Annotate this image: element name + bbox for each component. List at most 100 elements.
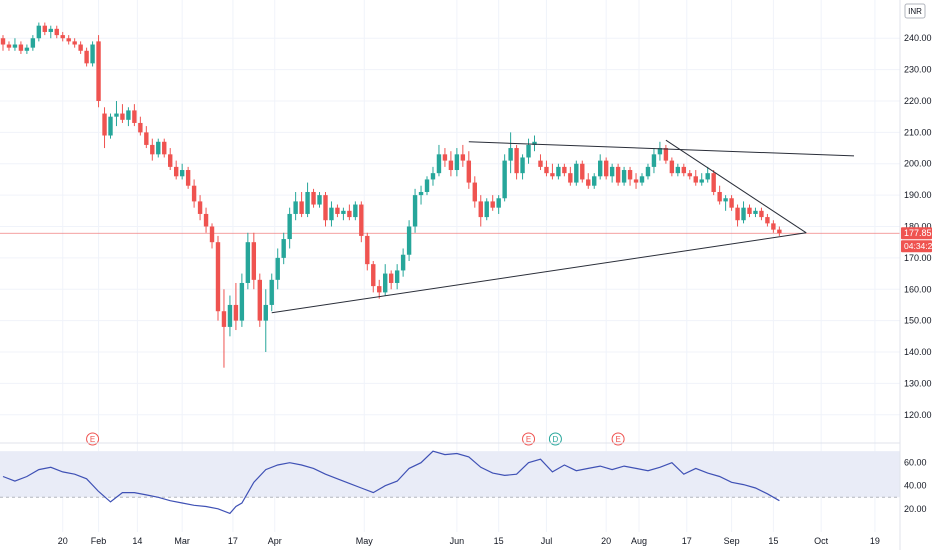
candle-body [293, 201, 298, 214]
candle-down [627, 166, 633, 186]
candle-body [460, 154, 466, 161]
candle-down [120, 104, 125, 123]
time-tick-label: Aug [631, 536, 647, 546]
candle-down [311, 188, 316, 208]
price-axis[interactable]: 240.00 230.00 220.00 210.00 200.00 190.00 180.… [904, 33, 932, 420]
earnings-letter: E [90, 435, 95, 444]
earnings-circle [611, 432, 625, 446]
candle-up [657, 141, 663, 161]
candle-body [42, 25, 48, 32]
candle-down [72, 38, 77, 48]
earnings-circle [86, 432, 100, 446]
candle-body [639, 176, 645, 183]
candle-body [203, 213, 209, 227]
candle-body [102, 113, 107, 136]
candle-body [114, 113, 119, 117]
candle-body [574, 163, 579, 183]
time-axis[interactable]: 20 Feb 14 Mar 17 Apr May Jun 15 Jul 20 Aug 17 Sep 15 Oc… [58, 536, 880, 546]
candle-body [96, 41, 101, 101]
candle-down [478, 195, 483, 227]
dividend-circle [548, 432, 562, 446]
candle-up [424, 176, 430, 196]
candle-body [245, 242, 251, 283]
candles [0, 22, 782, 368]
candle-body [705, 173, 710, 180]
candle-body [759, 210, 764, 218]
candle-down [377, 279, 382, 299]
candle-up [621, 166, 627, 186]
price-tick-label: 130.00 [904, 378, 932, 388]
candle-down [96, 35, 101, 108]
candle-body [60, 35, 65, 39]
candle-body [233, 304, 239, 321]
candle-body [717, 191, 722, 202]
candle-down [371, 261, 376, 293]
trendline-lower-support [271, 232, 807, 314]
candle-down [323, 191, 328, 227]
candle-body [394, 270, 400, 283]
candle-down [78, 41, 83, 54]
candle-down [144, 126, 149, 149]
candle-body [0, 38, 6, 45]
candle-up [496, 195, 501, 214]
candle-body [78, 44, 83, 51]
candle-body [502, 160, 507, 199]
candle-body [598, 160, 603, 177]
candle-down [562, 163, 567, 177]
rsi-axis[interactable]: 60.00 40.00 20.00 [904, 458, 927, 514]
candle-up [263, 289, 268, 353]
candle-up [651, 148, 657, 174]
earnings-circle [522, 432, 536, 446]
candle-up [418, 185, 424, 205]
earnings-marker: E [611, 432, 625, 446]
candle-body [12, 44, 18, 48]
candle-down [448, 151, 454, 177]
candle-body [311, 191, 316, 205]
candle-up [305, 182, 310, 218]
candle-body [526, 144, 531, 158]
candle-down [717, 185, 722, 205]
candle-body [645, 166, 651, 177]
candle-body [490, 201, 495, 208]
candle-up [592, 173, 597, 189]
candle-body [84, 50, 89, 64]
candle-body [299, 201, 304, 214]
candle-down [538, 154, 543, 171]
currency-badge[interactable]: INR [904, 3, 926, 19]
candle-body [72, 41, 77, 45]
candle-down [365, 232, 370, 271]
earnings-letter: E [615, 435, 620, 444]
candle-up [30, 35, 36, 51]
candle-down [693, 170, 698, 186]
candle-up [126, 107, 131, 127]
candle-up [239, 273, 245, 327]
candle-down [466, 151, 472, 189]
candle-down [18, 41, 24, 54]
candle-body [651, 154, 657, 167]
candle-down [735, 204, 740, 227]
candle-down [185, 166, 191, 189]
candle-body [162, 141, 167, 155]
candle-down [60, 31, 65, 42]
candle-down [729, 195, 734, 211]
candle-up [556, 163, 561, 180]
candle-body [281, 239, 286, 258]
candle-body [138, 122, 143, 133]
currency-label: INR [908, 7, 922, 16]
candle-down [203, 207, 209, 233]
candle-down [544, 160, 549, 177]
candle-body [580, 163, 585, 180]
candle-body [603, 160, 609, 177]
price-tick-label: 170.00 [904, 253, 932, 263]
candle-body [185, 170, 191, 186]
candle-body [173, 166, 179, 177]
trendlines[interactable] [271, 139, 855, 314]
earnings-marker: E [86, 432, 100, 446]
candle-body [621, 170, 627, 183]
candle-up [48, 25, 53, 39]
time-tick-label: Mar [174, 536, 190, 546]
time-tick-label: Jul [541, 536, 553, 546]
candle-body [197, 201, 203, 214]
